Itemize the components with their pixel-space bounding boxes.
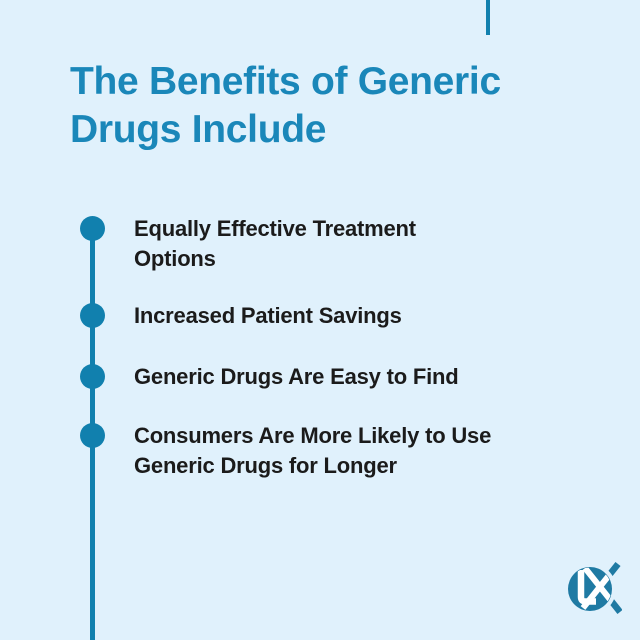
page-title: The Benefits of Generic Drugs Include [70, 58, 501, 154]
list-item-3: Generic Drugs Are Easy to Find [80, 362, 459, 392]
bullet-dot-icon [80, 423, 105, 448]
list-item-label: Equally Effective Treatment Options [134, 216, 416, 271]
lx-logo [558, 557, 622, 621]
top-accent-line [486, 0, 490, 35]
page-title-line-1: The Benefits of Generic [70, 60, 501, 103]
bullet-dot-icon [80, 216, 105, 241]
page-title-line-2: Drugs Include [70, 108, 327, 151]
list-item-2: Increased Patient Savings [80, 301, 402, 331]
bullet-dot-icon [80, 303, 105, 328]
lx-logo-icon [564, 561, 622, 615]
list-item-label: Increased Patient Savings [134, 303, 402, 328]
list-item-4: Consumers Are More Likely to Use Generic… [80, 421, 491, 481]
list-item-label: Generic Drugs Are Easy to Find [134, 364, 459, 389]
bullet-dot-icon [80, 364, 105, 389]
list-item-label: Consumers Are More Likely to Use Generic… [134, 423, 492, 478]
list-item-1: Equally Effective Treatment Options [80, 214, 416, 274]
